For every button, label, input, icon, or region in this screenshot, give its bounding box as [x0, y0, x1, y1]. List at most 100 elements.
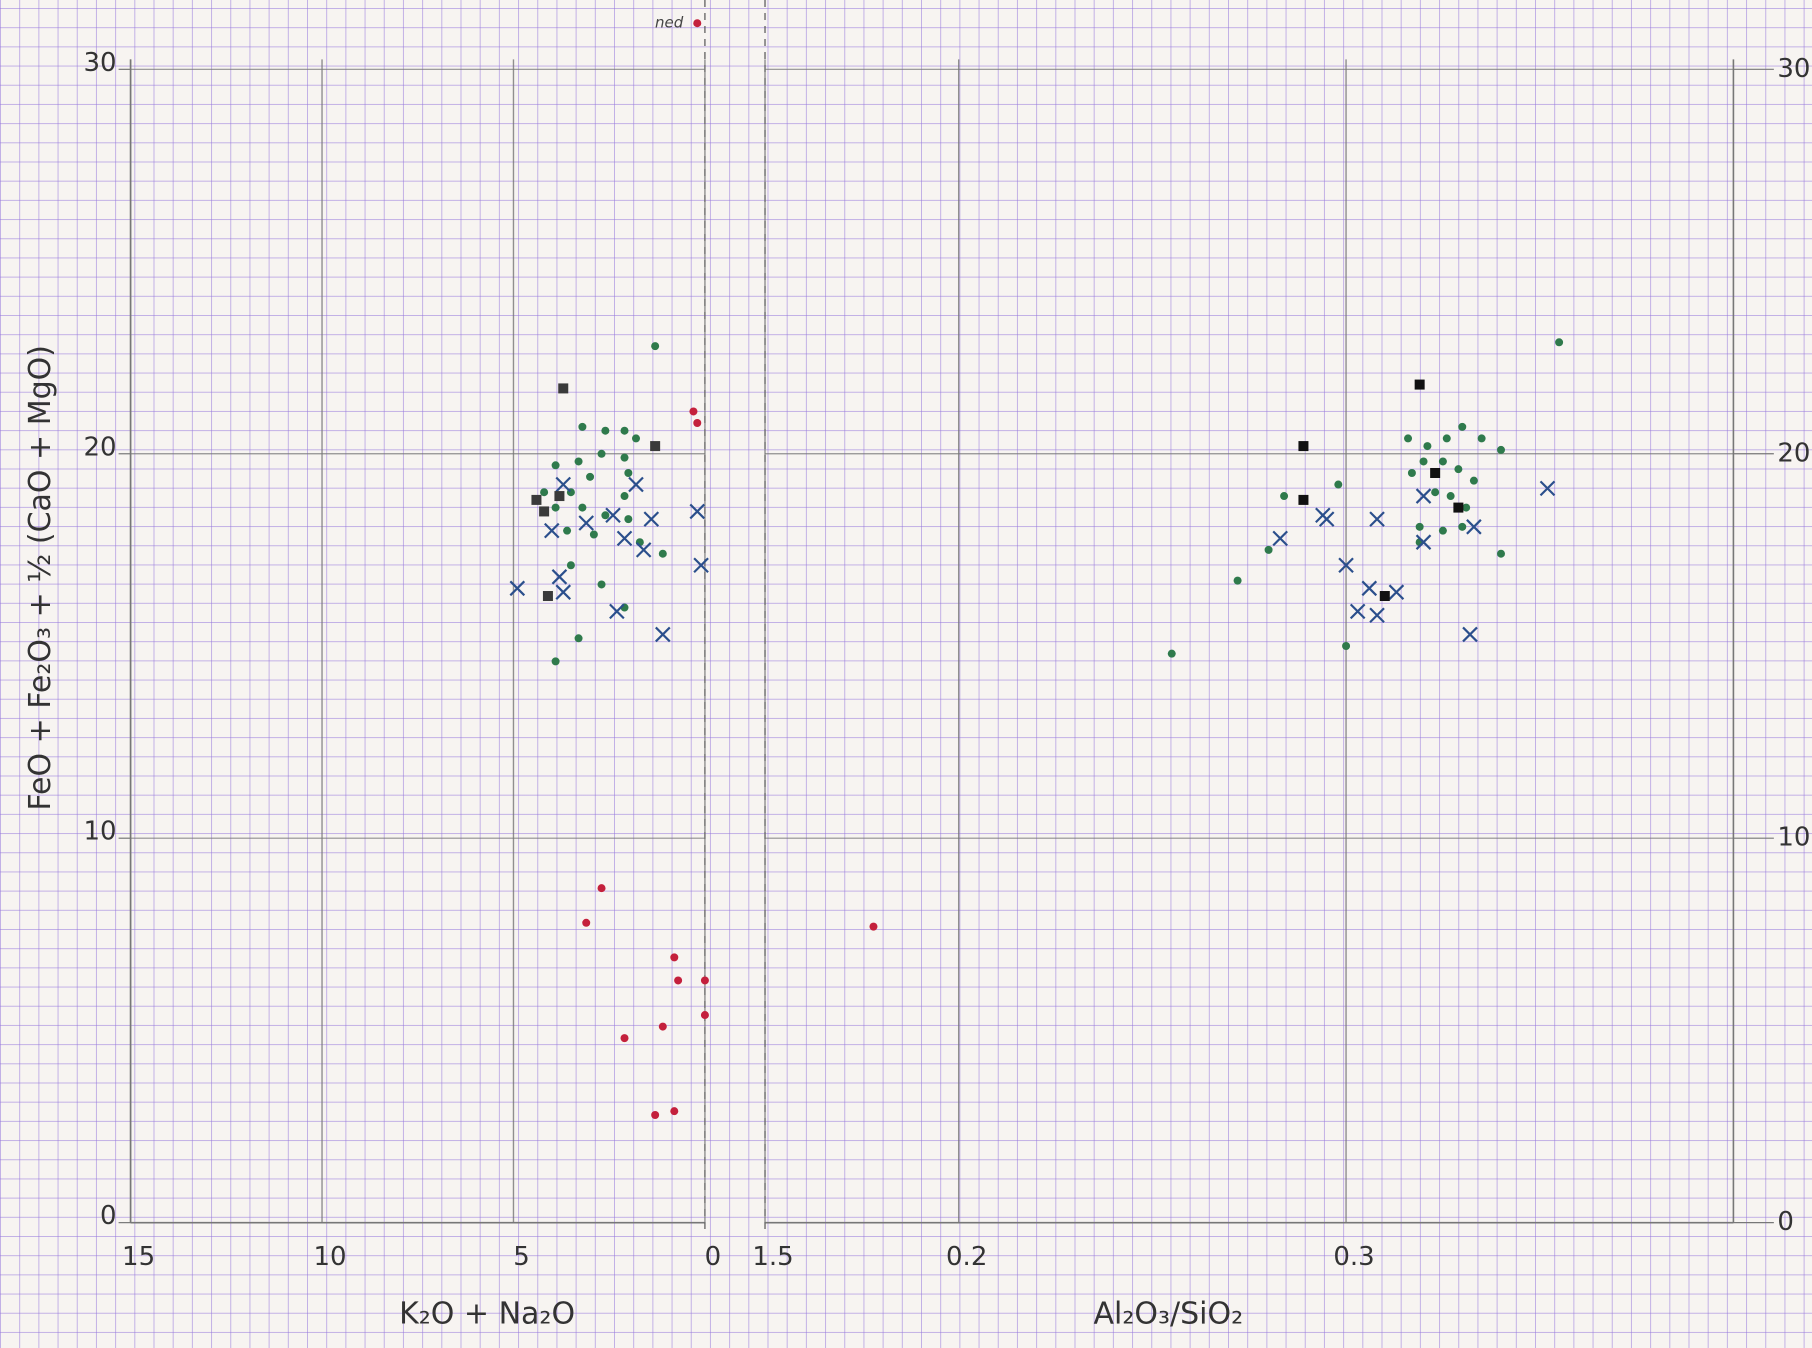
- dot-point: [566, 561, 575, 570]
- annotation: ned: [655, 14, 684, 32]
- y-tick-label: 10: [1777, 823, 1810, 853]
- dot-point: [620, 426, 629, 435]
- x-axis-label: K₂O + Na₂O: [399, 1297, 575, 1332]
- cross-point: [1415, 488, 1432, 504]
- dot-point: [578, 503, 587, 512]
- square-point: [1298, 441, 1309, 452]
- dot-point: [574, 634, 583, 643]
- dot-point: [1280, 492, 1289, 501]
- dot-point: [1477, 434, 1486, 443]
- cross-point: [1369, 511, 1385, 527]
- x-tick-label: 5: [513, 1242, 530, 1272]
- x-tick-label: 0.3: [1333, 1242, 1374, 1272]
- y-tick-label: 0: [100, 1201, 117, 1231]
- dot-point: [670, 953, 679, 962]
- dot-point: [1462, 503, 1471, 512]
- cross-point: [1462, 626, 1478, 643]
- dot-point: [1334, 480, 1343, 489]
- dot-point: [582, 918, 591, 927]
- square-point: [531, 494, 542, 505]
- cross-point: [605, 507, 621, 524]
- cross-point: [1415, 534, 1432, 550]
- dot-point: [1469, 476, 1478, 485]
- dot-point: [1555, 338, 1564, 347]
- square-point: [1414, 379, 1425, 390]
- dot-point: [689, 407, 698, 416]
- dot-point: [693, 19, 702, 28]
- dot-point: [1497, 549, 1506, 558]
- dot-point: [551, 657, 560, 666]
- dot-point: [1442, 434, 1451, 443]
- dot-point: [597, 449, 606, 458]
- y-tick-label: 20: [83, 432, 116, 462]
- cross-point: [509, 580, 526, 597]
- dot-point: [551, 503, 560, 512]
- dot-point: [601, 511, 610, 520]
- dot-point: [620, 1034, 629, 1043]
- dot-point: [670, 1107, 679, 1116]
- dot-point: [869, 922, 878, 931]
- x-tick-label: 10: [313, 1242, 346, 1272]
- x-tick-label: 0: [705, 1242, 722, 1272]
- cross-point: [1466, 519, 1482, 535]
- y-axis-label: FeO + Fe₂O₃ + ½ (CaO + MgO): [23, 345, 58, 811]
- dot-point: [1419, 457, 1428, 466]
- cross-point: [1369, 607, 1385, 624]
- cross-point: [543, 522, 560, 539]
- y-tick-label: 10: [83, 817, 116, 847]
- dot-point: [597, 884, 606, 893]
- square-point: [554, 491, 565, 502]
- dot-point: [1407, 468, 1416, 477]
- dot-point: [586, 472, 595, 481]
- cross-point: [689, 503, 706, 520]
- cross-point: [578, 515, 595, 531]
- y-tick-label: 0: [1777, 1207, 1794, 1237]
- cross-point: [628, 476, 644, 493]
- cross-point: [635, 542, 652, 558]
- dot-point: [658, 1022, 667, 1031]
- dot-point: [589, 530, 598, 539]
- dot-point: [1431, 488, 1440, 497]
- dot-point: [601, 426, 610, 435]
- x-tick-label: 0.2: [946, 1242, 987, 1272]
- cross-point: [1539, 480, 1556, 497]
- dot-point: [700, 1011, 709, 1020]
- dot-point: [693, 419, 702, 428]
- dot-point: [674, 976, 683, 985]
- dot-point: [658, 549, 667, 558]
- cross-point: [616, 530, 633, 547]
- dot-point: [1404, 434, 1413, 443]
- dot-point: [1497, 445, 1506, 454]
- dot-point: [1342, 641, 1351, 650]
- cross-point: [1361, 580, 1378, 597]
- dot-point: [578, 422, 587, 431]
- x-tick-label: 1.5: [752, 1242, 793, 1272]
- dot-point: [574, 457, 583, 466]
- y-tick-label: 20: [1777, 438, 1810, 468]
- square-point: [1298, 494, 1309, 505]
- square-point: [558, 383, 569, 394]
- dot-point: [700, 976, 709, 985]
- square-point: [1430, 467, 1441, 478]
- dot-point: [1458, 422, 1467, 431]
- dot-point: [1458, 522, 1467, 531]
- dot-point: [1438, 457, 1447, 466]
- square-point: [1453, 502, 1464, 513]
- y-tick-label: 30: [83, 48, 116, 78]
- square-point: [1379, 591, 1390, 602]
- dot-point: [651, 1110, 660, 1119]
- dot-point: [1415, 522, 1424, 531]
- dot-point: [620, 453, 629, 462]
- dot-point: [540, 488, 549, 497]
- dot-point: [624, 515, 633, 524]
- cross-point: [1272, 530, 1288, 547]
- cross-point: [1349, 603, 1366, 620]
- dot-point: [1233, 576, 1242, 585]
- dot-point: [651, 342, 660, 351]
- dot-point: [624, 468, 633, 477]
- dot-point: [597, 580, 606, 589]
- dot-point: [1446, 492, 1455, 501]
- cross-point: [1338, 557, 1354, 574]
- dot-point: [632, 434, 641, 443]
